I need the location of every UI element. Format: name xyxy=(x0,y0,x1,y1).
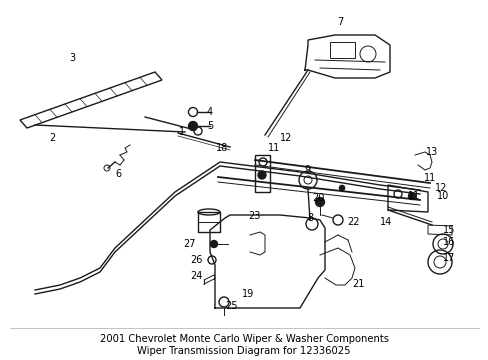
Text: 7: 7 xyxy=(336,17,343,27)
Text: 13: 13 xyxy=(425,147,437,157)
Text: 14: 14 xyxy=(379,217,391,227)
Text: 22: 22 xyxy=(347,217,360,227)
Text: 23: 23 xyxy=(247,211,260,221)
Text: 1: 1 xyxy=(179,127,184,137)
Text: 12: 12 xyxy=(279,133,292,143)
Circle shape xyxy=(407,193,415,199)
Text: 12: 12 xyxy=(434,183,446,193)
Text: 8: 8 xyxy=(306,213,312,223)
Text: 19: 19 xyxy=(242,289,254,299)
Text: 15: 15 xyxy=(442,225,454,235)
Text: 10: 10 xyxy=(436,191,448,201)
Text: 11: 11 xyxy=(267,143,280,153)
Text: 2: 2 xyxy=(49,133,55,143)
Text: 25: 25 xyxy=(225,301,238,311)
Text: 3: 3 xyxy=(69,53,75,63)
Text: 18: 18 xyxy=(215,143,228,153)
Circle shape xyxy=(338,185,345,191)
Text: 11: 11 xyxy=(423,173,435,183)
Circle shape xyxy=(315,198,324,207)
Text: 24: 24 xyxy=(189,271,202,281)
Text: 26: 26 xyxy=(189,255,202,265)
Text: 5: 5 xyxy=(206,121,213,131)
Text: 21: 21 xyxy=(351,279,364,289)
Circle shape xyxy=(188,122,197,130)
Text: 20: 20 xyxy=(311,193,324,203)
Text: 11: 11 xyxy=(407,191,419,201)
Text: 17: 17 xyxy=(442,253,454,263)
Text: 16: 16 xyxy=(442,237,454,247)
Circle shape xyxy=(210,240,217,248)
Circle shape xyxy=(258,171,265,179)
Text: 6: 6 xyxy=(115,169,121,179)
Text: 9: 9 xyxy=(304,165,309,175)
Text: 27: 27 xyxy=(183,239,196,249)
Text: 4: 4 xyxy=(206,107,213,117)
Text: 2001 Chevrolet Monte Carlo Wiper & Washer Components
Wiper Transmission Diagram : 2001 Chevrolet Monte Carlo Wiper & Washe… xyxy=(99,334,387,356)
